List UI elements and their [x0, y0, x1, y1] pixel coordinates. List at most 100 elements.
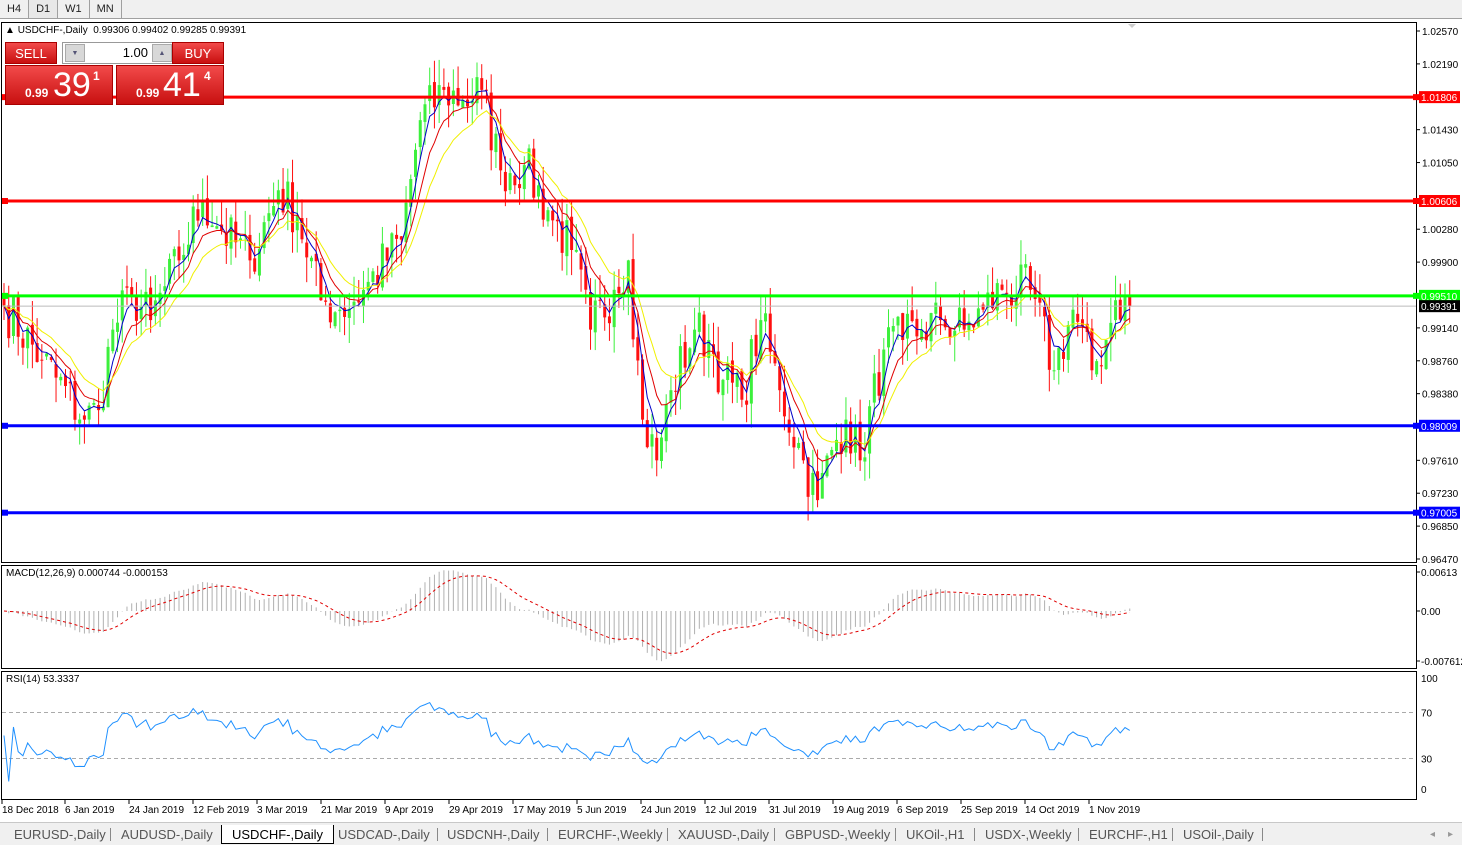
candle-bull	[1014, 299, 1018, 309]
tab-usdchf-daily[interactable]: USDCHF-,Daily	[221, 825, 334, 844]
candle-bear	[589, 291, 593, 330]
candle-bear	[30, 324, 34, 345]
tab-usdcad-daily[interactable]: USDCAD-,Daily	[338, 827, 430, 842]
tab-ukoil-h1[interactable]: UKOil-,H1	[906, 827, 965, 842]
ma-slow-line	[3, 110, 1130, 446]
price-tick-label: 0.99900	[1422, 258, 1459, 269]
tab-usdx-weekly[interactable]: USDX-,Weekly	[985, 827, 1072, 842]
date-tick-label: 25 Sep 2019	[961, 805, 1018, 816]
candle-bull	[508, 173, 512, 191]
tab-usoil-daily[interactable]: USOil-,Daily	[1183, 827, 1254, 842]
scroll-left-arrow-icon[interactable]: ◂	[1430, 829, 1436, 840]
candle-bear	[1038, 296, 1042, 303]
level-price-label: 1.00606	[1421, 197, 1458, 208]
candle-bull	[834, 439, 838, 452]
timeframe-d1[interactable]: D1	[29, 0, 59, 18]
timeframe-mn[interactable]: MN	[90, 0, 122, 18]
buy-price-button[interactable]: 0.99 41 4	[116, 65, 224, 105]
candle-bear	[674, 390, 678, 392]
candle-bull	[338, 309, 342, 312]
candle-bull	[163, 286, 167, 291]
price-chart[interactable]: 1.025701.021901.014301.010501.002800.999…	[0, 19, 1462, 822]
price-tick-label: 0.99140	[1422, 324, 1459, 335]
candle-bull	[461, 100, 465, 108]
macd-label: MACD(12,26,9) 0.000744 -0.000153	[6, 568, 168, 579]
ohlc-readout: 0.99306 0.99402 0.99285 0.99391	[93, 25, 247, 36]
candle-bear	[305, 242, 309, 258]
candle-bear	[1062, 351, 1066, 359]
candle-bear	[972, 324, 976, 328]
lot-decrease-arrow-icon[interactable]: ▼	[65, 44, 85, 62]
candle-bull	[1057, 347, 1061, 370]
sell-price-button[interactable]: 0.99 39 1	[5, 65, 113, 105]
buy-button[interactable]: BUY	[172, 42, 224, 64]
date-tick-label: 21 Mar 2019	[321, 805, 378, 816]
lot-size-input[interactable]: 1.00 ▼ ▲	[62, 42, 175, 64]
tab-audusd-daily[interactable]: AUDUSD-,Daily	[121, 827, 213, 842]
candle-bull	[669, 390, 673, 403]
buy-price-pips: 41	[163, 66, 201, 104]
tab-usdcnh-daily[interactable]: USDCNH-,Daily	[447, 827, 540, 842]
candle-bull	[891, 326, 895, 332]
date-tick-label: 9 Apr 2019	[385, 805, 434, 816]
candle-bull	[437, 85, 441, 106]
candle-bull	[896, 316, 900, 326]
price-tick-label: 0.96850	[1422, 522, 1459, 533]
timeframe-w1[interactable]: W1	[58, 0, 90, 18]
candle-bull	[920, 329, 924, 340]
ma-medium-line	[3, 95, 1131, 462]
candle-bull	[239, 238, 242, 241]
level-price-label: 0.97005	[1421, 509, 1458, 520]
tab-eurchf-weekly[interactable]: EURCHF-,Weekly	[558, 827, 663, 842]
level-handle	[1413, 509, 1419, 516]
candle-bull	[957, 307, 961, 328]
candle-bear	[948, 328, 952, 338]
candle-bear	[816, 471, 820, 501]
candle-bull	[522, 165, 526, 190]
macd-axis-label: 0.00	[1421, 607, 1441, 618]
timeframe-h4[interactable]: H4	[0, 0, 30, 18]
date-tick-label: 12 Jul 2019	[705, 805, 757, 816]
candle-bear	[1005, 292, 1009, 294]
candle-bull	[574, 249, 578, 252]
candle-bull	[215, 226, 219, 229]
level-price-tag	[1419, 419, 1460, 432]
bid-price-tag	[1419, 300, 1460, 313]
timeframe-toolbar: H4 D1 W1 MN	[0, 0, 1462, 19]
date-tick-label: 14 Oct 2019	[1025, 805, 1080, 816]
candle-bear	[49, 357, 53, 360]
tab-eurusd-daily[interactable]: EURUSD-,Daily	[14, 827, 106, 842]
candle-bull	[1066, 324, 1070, 360]
scroll-right-arrow-icon[interactable]: ▸	[1448, 829, 1454, 840]
level-price-label: 1.01806	[1421, 93, 1458, 104]
candle-bear	[924, 331, 928, 341]
candle-bull	[820, 472, 824, 499]
ma-fast-line	[3, 90, 1130, 482]
date-tick-label: 24 Jun 2019	[641, 805, 696, 816]
candle-bull	[168, 258, 172, 284]
candle-bear	[655, 437, 659, 461]
tab-xauusd-daily[interactable]: XAUUSD-,Daily	[678, 827, 770, 842]
candle-bull	[92, 403, 96, 405]
sell-button[interactable]: SELL	[5, 42, 57, 64]
candle-bull	[494, 133, 498, 153]
candle-bull	[229, 217, 233, 249]
candle-bear	[560, 221, 564, 253]
macd-axis-label: 0.00613	[1421, 568, 1458, 579]
candle-bull	[404, 202, 408, 243]
candle-bull	[735, 372, 739, 387]
candle-bull	[872, 373, 876, 403]
tab-eurchf-h1[interactable]: EURCHF-,H1	[1089, 827, 1168, 842]
candle-bear	[2, 296, 6, 306]
lot-increase-arrow-icon[interactable]: ▲	[152, 44, 172, 62]
candle-bull	[967, 321, 971, 331]
price-tick-label: 0.98380	[1422, 390, 1459, 401]
rsi-panel-frame	[1, 671, 1417, 800]
collapse-triangle-icon[interactable]: ▲	[5, 25, 15, 36]
tab-gbpusd-weekly[interactable]: GBPUSD-,Weekly	[785, 827, 891, 842]
candle-bull	[764, 313, 768, 322]
candle-bear	[1080, 319, 1084, 326]
candle-bull	[1024, 264, 1028, 268]
candle-bull	[565, 220, 569, 257]
candle-bull	[475, 77, 479, 104]
